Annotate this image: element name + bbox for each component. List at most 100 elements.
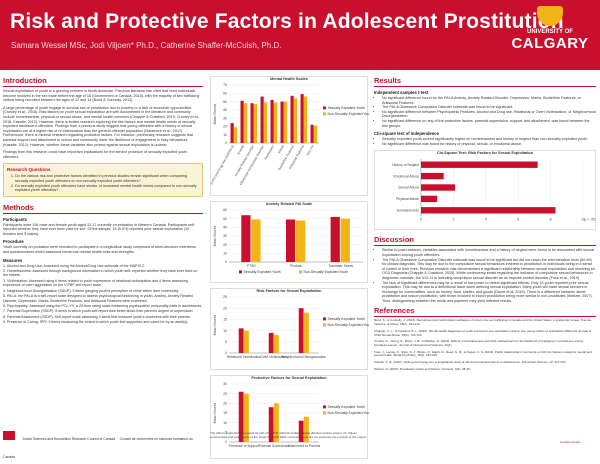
reference-item: Kaestle, C. E. (2012). Selling and buyin…	[374, 360, 567, 365]
chart-chi-square-svg: 0 2 4 6 8 10 History of Neglect Emotional Abuse…	[392, 159, 596, 222]
x-tick-label: 0	[420, 218, 422, 222]
result-item: No significant difference on any of the …	[382, 119, 596, 128]
y-tick-label: 15	[223, 318, 227, 322]
x-tick-label: Presence of Support	[229, 444, 259, 448]
y-tick-label: 20	[223, 243, 227, 247]
chart-bar	[304, 96, 308, 143]
middle-column: Mental Health Scales 0 10 20 30 40 50 60 70 Mean…	[208, 76, 372, 464]
y-tick-label: 30	[223, 382, 227, 386]
discussion-title: Discussion	[374, 235, 596, 247]
y-tick-label: History of Neglect	[392, 163, 419, 167]
chart-risk-svg: 0 5 10 15 20 25 Mean Scores Relational Victimiz…	[213, 295, 372, 359]
right-column: Results Independent samples t-test No si…	[374, 76, 596, 375]
y-tick-label: 0	[225, 351, 227, 355]
chart-bar	[260, 96, 264, 143]
y-tick-label: 10	[223, 252, 227, 256]
chart-title: Chi-Square Test: Risk Factors for Sexual…	[436, 151, 534, 156]
legend-swatch	[323, 323, 326, 327]
intro-para-3: Findings from this research could have i…	[3, 150, 188, 159]
chart-bar	[270, 99, 274, 143]
x-tick-label: 4	[485, 218, 487, 222]
y-tick-label: 60	[223, 208, 227, 212]
legend-swatch	[299, 270, 302, 274]
x-tick-label: 10	[581, 218, 585, 222]
chart-bar	[234, 127, 238, 143]
measure-item: 4. Neighbourhood Disorganization (SSDP):…	[3, 288, 180, 293]
result-item: The PAI-A Obsessive Compulsive Disorder …	[382, 105, 596, 110]
left-column: Introduction Sexual exploitation of yout…	[3, 76, 203, 326]
legend-swatch	[323, 112, 326, 116]
chart-bar	[340, 218, 350, 262]
chart-bar	[300, 94, 304, 143]
chart-protective: Protective Factors for Sexual Exploitati…	[210, 375, 372, 459]
chart-bar	[244, 393, 249, 442]
chart-mental-health: Mental Health Scales 0 10 20 30 40 50 60 70 Mean…	[208, 76, 372, 196]
chart-bar	[310, 124, 314, 143]
chart-bar	[241, 215, 251, 262]
poster-authors: Samara Wessel MSc, Jodi Viljoen* Ph.D., …	[11, 41, 282, 50]
x-tick-label: Neighborhood Disorganization	[282, 355, 327, 359]
y-axis-label: Mean Scores	[213, 103, 217, 124]
x-tick-label: Attachment to Parents	[288, 444, 321, 448]
chi-heading: Chi-square test of independence	[374, 131, 439, 137]
chart-anxiety-svg: 0 10 20 30 40 50 60 Mean Scores PTSD Phobias Traum…	[213, 208, 363, 274]
funder-name: Social Sciences and Humanities Research …	[22, 437, 116, 441]
legend-label: Non-Sexually Exploited Youth	[304, 270, 349, 274]
y-tick-label: Physical Abuse	[396, 197, 419, 201]
reference-item: Bond, S., & Connolly, J. (2013). Recruit…	[374, 318, 592, 327]
legend-swatch	[323, 106, 326, 110]
y-tick-label: 10	[223, 133, 227, 137]
y-tick-label: Emotional Abuse	[394, 175, 420, 179]
y-tick-label: 40	[223, 108, 227, 112]
x-tick-label: PCL:YV	[306, 144, 316, 157]
chart-note: p < .05	[585, 218, 596, 222]
y-tick-label: 70	[223, 83, 227, 87]
chart-bar	[251, 219, 261, 262]
university-logo: UNIVERSITY OF CALGARY	[510, 6, 590, 64]
legend-label: Non-Sexually Exploited Youth	[328, 323, 370, 327]
logo-line2: CALGARY	[511, 35, 589, 52]
y-tick-label: Homelessness	[397, 209, 420, 213]
chart-title: Anxiety Related PAI Scale	[265, 202, 313, 206]
legend-label: Non-Sexually Exploited Youth	[328, 411, 370, 415]
chart-bar	[298, 308, 304, 353]
intro-para-1: Sexual exploitation of youth is a growin…	[3, 89, 200, 103]
measure-item: 5. PAI-A: the PAI-A is a self-report sca…	[3, 294, 193, 303]
measures-heading: Measures	[3, 257, 23, 263]
result-item: No significant difference between Psycho…	[382, 110, 596, 119]
intro-title: Introduction	[3, 76, 203, 87]
chart-bar	[274, 403, 279, 442]
research-questions-list: Do the various risk and protective facto…	[7, 174, 199, 192]
chart-bar	[274, 335, 279, 353]
reference-item: Chapple, C. L., & Crawford, B. L. (2019)…	[374, 328, 592, 337]
discussion-item: The lack of significant differences may …	[382, 281, 596, 304]
contact-details: Contact Details	[560, 440, 581, 444]
chart-bar	[421, 161, 538, 169]
chart-title: Mental Health Scales	[270, 77, 308, 81]
legend-label: Sexually Exploited Youth	[328, 317, 365, 321]
logo-line1: UNIVERSITY OF	[527, 29, 573, 35]
participants-text: Participants were 158 male and female yo…	[3, 222, 195, 236]
x-tick-label: Traumatic Stress	[328, 264, 353, 268]
y-tick-label: 0	[225, 141, 227, 145]
chart-title: Protective Factors for Sexual Exploitati…	[251, 376, 327, 380]
y-axis-label: Mean Scores	[213, 402, 217, 423]
procedure-heading: Procedure	[3, 239, 24, 245]
y-tick-label: 5	[225, 340, 227, 344]
chart-bar	[421, 207, 556, 214]
chi-item: Sexually exploited youth scored signific…	[382, 137, 596, 142]
sshrc-logo-icon	[3, 431, 15, 441]
chart-mental-health-svg: 0 10 20 30 40 50 60 70 Mean Scores Alcohol and Dr…	[208, 83, 372, 187]
x-tick-label: 6	[517, 218, 519, 222]
x-tick-label: Anxiety	[236, 144, 245, 155]
x-tick-label: Relational Victimization	[227, 355, 261, 359]
legend-swatch	[239, 270, 242, 274]
poster-header: Risk and Protective Factors in Adolescen…	[0, 0, 600, 70]
poster-title: Risk and Protective Factors in Adolescen…	[10, 10, 564, 33]
legend-label: Non-Sexually Exploited Youth	[328, 112, 370, 116]
x-tick-label: Phobias	[290, 264, 302, 268]
chart-bar	[294, 98, 298, 143]
y-tick-label: 25	[223, 295, 227, 299]
intro-para-2: A large percentage of youth engage in su…	[3, 105, 200, 147]
legend-swatch	[323, 405, 326, 409]
